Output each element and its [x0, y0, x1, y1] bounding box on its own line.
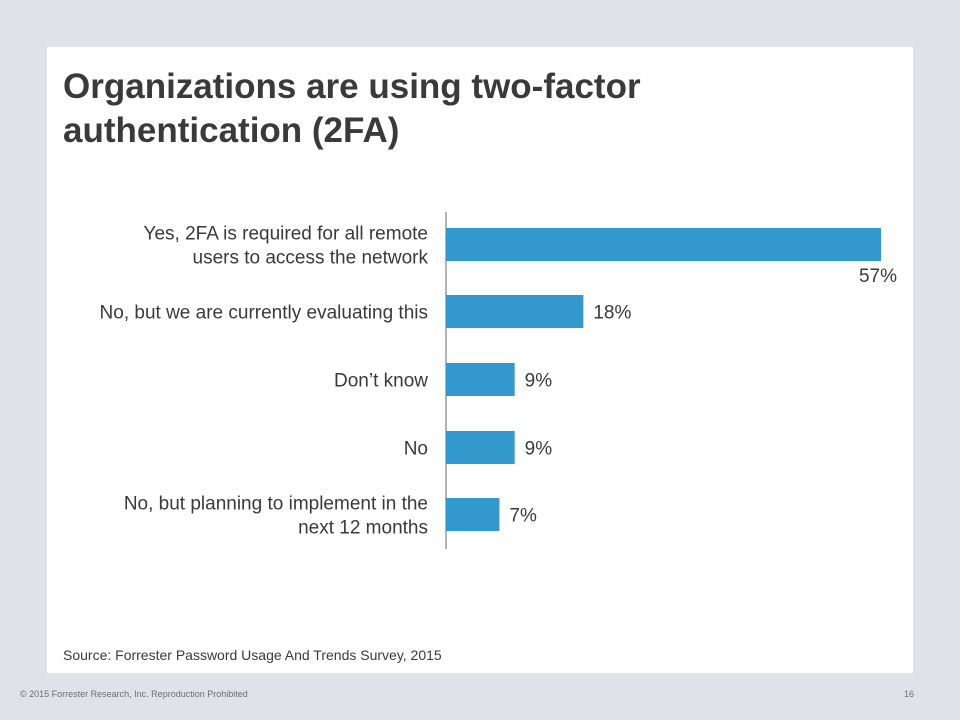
source-note: Source: Forrester Password Usage And Tre… — [63, 647, 442, 663]
bar-4 — [446, 498, 500, 531]
bar-1 — [446, 295, 584, 328]
category-label-2: Don’t know — [334, 371, 428, 392]
slide-title: Organizations are using two-factor authe… — [63, 67, 641, 150]
value-label-3: 9% — [525, 439, 553, 460]
category-label-0: Yes, 2FA is required for all remote users… — [144, 224, 429, 269]
value-label-1: 18% — [593, 303, 631, 324]
category-label-3: No — [404, 439, 428, 460]
page-number: 16 — [903, 689, 914, 699]
category-label-1: No, but we are currently evaluating this — [100, 303, 428, 324]
bar-2 — [446, 363, 515, 396]
slide: Organizations are using two-factor authe… — [47, 47, 913, 673]
value-label-0: 57% — [859, 266, 897, 287]
bar-3 — [446, 431, 515, 464]
bar-0 — [446, 228, 881, 261]
value-label-2: 9% — [525, 371, 553, 392]
bar-chart: Yes, 2FA is required for all remote users… — [100, 212, 897, 549]
value-label-4: 7% — [509, 506, 537, 527]
copyright-notice: © 2015 Forrester Research, Inc. Reproduc… — [20, 689, 248, 699]
category-label-4: No, but planning to implement in the next… — [124, 494, 428, 539]
